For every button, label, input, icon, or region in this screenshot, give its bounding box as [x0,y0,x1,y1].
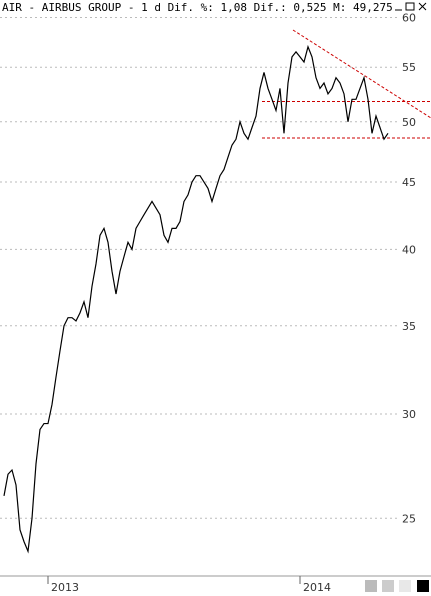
tool-button[interactable] [365,580,377,592]
x-tick-label: 2014 [303,581,331,594]
close-button[interactable] [418,2,427,11]
y-tick-label: 40 [402,243,416,256]
y-tick-label: 25 [402,512,416,525]
price-line [3,44,389,554]
y-tick-label: 60 [402,11,416,24]
color-button[interactable] [417,580,429,592]
y-tick-label: 55 [402,61,416,74]
toolbar [365,580,429,592]
trend-line [292,29,431,119]
chart-title: AIR - AIRBUS GROUP - 1 d Dif. %: 1,08 Di… [2,1,426,14]
window-controls [393,0,431,13]
y-tick-label: 30 [402,408,416,421]
x-tick-label: 2013 [51,581,79,594]
y-tick-label: 45 [402,176,416,189]
maximize-button[interactable] [405,2,415,11]
y-tick-label: 35 [402,320,416,333]
pin-button[interactable] [399,580,411,592]
save-button[interactable] [382,580,394,592]
y-tick-label: 50 [402,116,416,129]
